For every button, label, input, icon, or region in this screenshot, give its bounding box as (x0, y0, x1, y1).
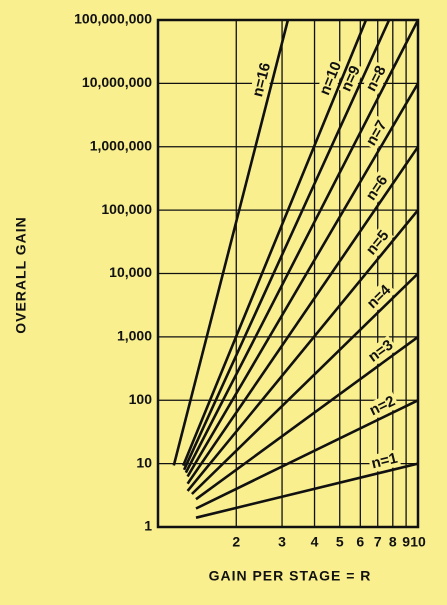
series-label-bg (361, 61, 391, 96)
series-label-bg (315, 57, 346, 100)
series-line (186, 82, 420, 478)
x-tick-label: 4 (311, 534, 319, 550)
x-tick-label: 6 (356, 534, 364, 550)
series-line (190, 272, 419, 495)
y-tick-label: 1,000 (117, 328, 152, 344)
series-label-bg (361, 115, 392, 151)
series-line (195, 462, 419, 519)
series-label-bg (364, 391, 400, 421)
y-tick-label: 10,000,000 (82, 74, 152, 90)
y-tick-label: 10,000 (109, 264, 152, 280)
y-tick-label: 100 (129, 391, 153, 407)
series-line (186, 209, 420, 492)
series-line (184, 19, 420, 474)
series-line (172, 19, 290, 466)
x-tick-label: 7 (374, 534, 382, 550)
series-label-group: n=4 (362, 279, 397, 314)
y-tick-label: 1,000,000 (90, 137, 152, 153)
series-line (181, 19, 368, 467)
x-tick-label: 3 (278, 534, 286, 550)
x-tick-label: 10 (410, 534, 426, 550)
series-line (195, 399, 419, 510)
series-label-bg (363, 335, 398, 367)
x-tick-label: 9 (402, 534, 410, 550)
y-tick-label: 1 (144, 518, 152, 534)
series-line (195, 335, 419, 501)
series-label-group: n=6 (361, 170, 393, 206)
x-axis-title: GAIN PER STAGE = R (209, 568, 372, 584)
series-label-group: n=5 (361, 225, 394, 260)
series-label-bg (248, 58, 275, 101)
series-label-group: n=1 (367, 449, 402, 473)
series-line (186, 146, 420, 485)
x-tick-label: 8 (389, 534, 397, 550)
series-label-bg (362, 279, 397, 314)
y-tick-label: 10 (136, 454, 152, 470)
series-label: n=1 (370, 450, 400, 473)
series-label-bg (336, 61, 365, 96)
x-tick-label: 5 (336, 534, 344, 550)
y-tick-label: 100,000,000 (74, 11, 152, 27)
series-label-bg (361, 225, 394, 260)
y-axis-title: OVERALL GAIN (13, 216, 29, 334)
series-label-bg (361, 170, 393, 206)
series-line (182, 19, 391, 471)
series-label-group: n=2 (364, 391, 400, 421)
series-label-group: n=8 (361, 61, 391, 96)
y-tick-label: 100,000 (101, 201, 152, 217)
series-label-bg (367, 449, 402, 473)
x-tick-label: 2 (232, 534, 240, 550)
series-label-group: n=16 (248, 58, 275, 101)
